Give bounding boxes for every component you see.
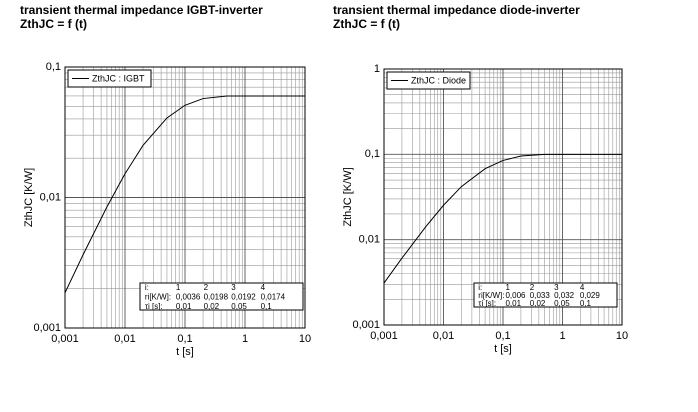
x-tick-label: 0,001: [51, 333, 79, 345]
table-cell: 0,1: [580, 299, 592, 308]
y-tick-label: 0,1: [365, 148, 380, 160]
x-tick-label: 0,1: [495, 330, 510, 342]
table-cell: 0,029: [580, 291, 601, 300]
x-tick-label: 1: [559, 330, 565, 342]
table-cell: 0,05: [231, 302, 247, 311]
table-cell: ri[K/W]:: [478, 291, 504, 300]
table-cell: 4: [261, 283, 266, 292]
table-cell: 4: [580, 283, 585, 292]
table-cell: 0,0192: [231, 293, 256, 302]
y-tick-label: 0,01: [40, 191, 61, 203]
table-cell: 0,0036: [176, 293, 201, 302]
table-cell: τi [s]:: [145, 302, 163, 311]
plot-frame: [64, 66, 306, 329]
table-cell: 3: [554, 283, 559, 292]
chart-subtitle: ZthJC = f (t): [333, 17, 400, 31]
table-cell: 3: [231, 283, 236, 292]
series-line: [383, 153, 622, 284]
legend-label: ZthJC : Diode: [411, 75, 466, 85]
table-cell: 0,0198: [204, 293, 229, 302]
x-tick-label: 0,001: [370, 330, 398, 342]
parameter-table: [473, 282, 618, 308]
x-tick-label: 0,01: [433, 330, 454, 342]
table-cell: 0,05: [554, 299, 570, 308]
series-line: [64, 95, 305, 294]
table-cell: ri[K/W]:: [145, 293, 171, 302]
table-cell: 0,006: [505, 291, 526, 300]
table-cell: 1: [176, 283, 181, 292]
table-cell: 1: [505, 283, 510, 292]
table-cell: 0,02: [530, 299, 546, 308]
y-axis-label: ZthJC [K/W]: [342, 167, 354, 226]
table-cell: 0,01: [176, 302, 192, 311]
table-cell: 0,01: [505, 299, 521, 308]
table-cell: 2: [204, 283, 209, 292]
x-tick-label: 0,01: [114, 333, 135, 345]
table-cell: τi [s]:: [478, 299, 496, 308]
legend-box: [386, 71, 471, 90]
x-tick-label: 0,1: [177, 333, 192, 345]
x-tick-label: 1: [242, 333, 248, 345]
x-axis-label: t [s]: [176, 346, 194, 358]
chart-subtitle: ZthJC = f (t): [20, 17, 87, 31]
table-cell: 0,02: [204, 302, 220, 311]
y-tick-label: 0,001: [33, 322, 61, 334]
x-axis-label: t [s]: [494, 343, 512, 355]
x-tick-label: 10: [616, 330, 628, 342]
plot-frame: [383, 68, 623, 326]
table-cell: 2: [530, 283, 535, 292]
legend-label: ZthJC : IGBT: [92, 73, 145, 83]
table-cell: 0,032: [554, 291, 575, 300]
legend-box: [67, 69, 152, 88]
table-cell: 0,1: [261, 302, 273, 311]
table-cell: i:: [145, 283, 149, 292]
x-tick-label: 10: [299, 333, 311, 345]
y-tick-label: 0,001: [352, 319, 380, 331]
table-cell: 0,0174: [261, 293, 286, 302]
table-cell: 0,033: [530, 291, 551, 300]
y-tick-label: 0,01: [359, 234, 380, 246]
chart-title: transient thermal impedance diode-invert…: [333, 3, 580, 17]
parameter-table: [139, 282, 304, 311]
y-tick-label: 0,1: [46, 61, 61, 73]
table-cell: i:: [478, 283, 482, 292]
chart-title: transient thermal impedance IGBT-inverte…: [20, 3, 263, 17]
y-axis-label: ZthJC [K/W]: [23, 168, 35, 227]
y-tick-label: 1: [374, 63, 380, 75]
